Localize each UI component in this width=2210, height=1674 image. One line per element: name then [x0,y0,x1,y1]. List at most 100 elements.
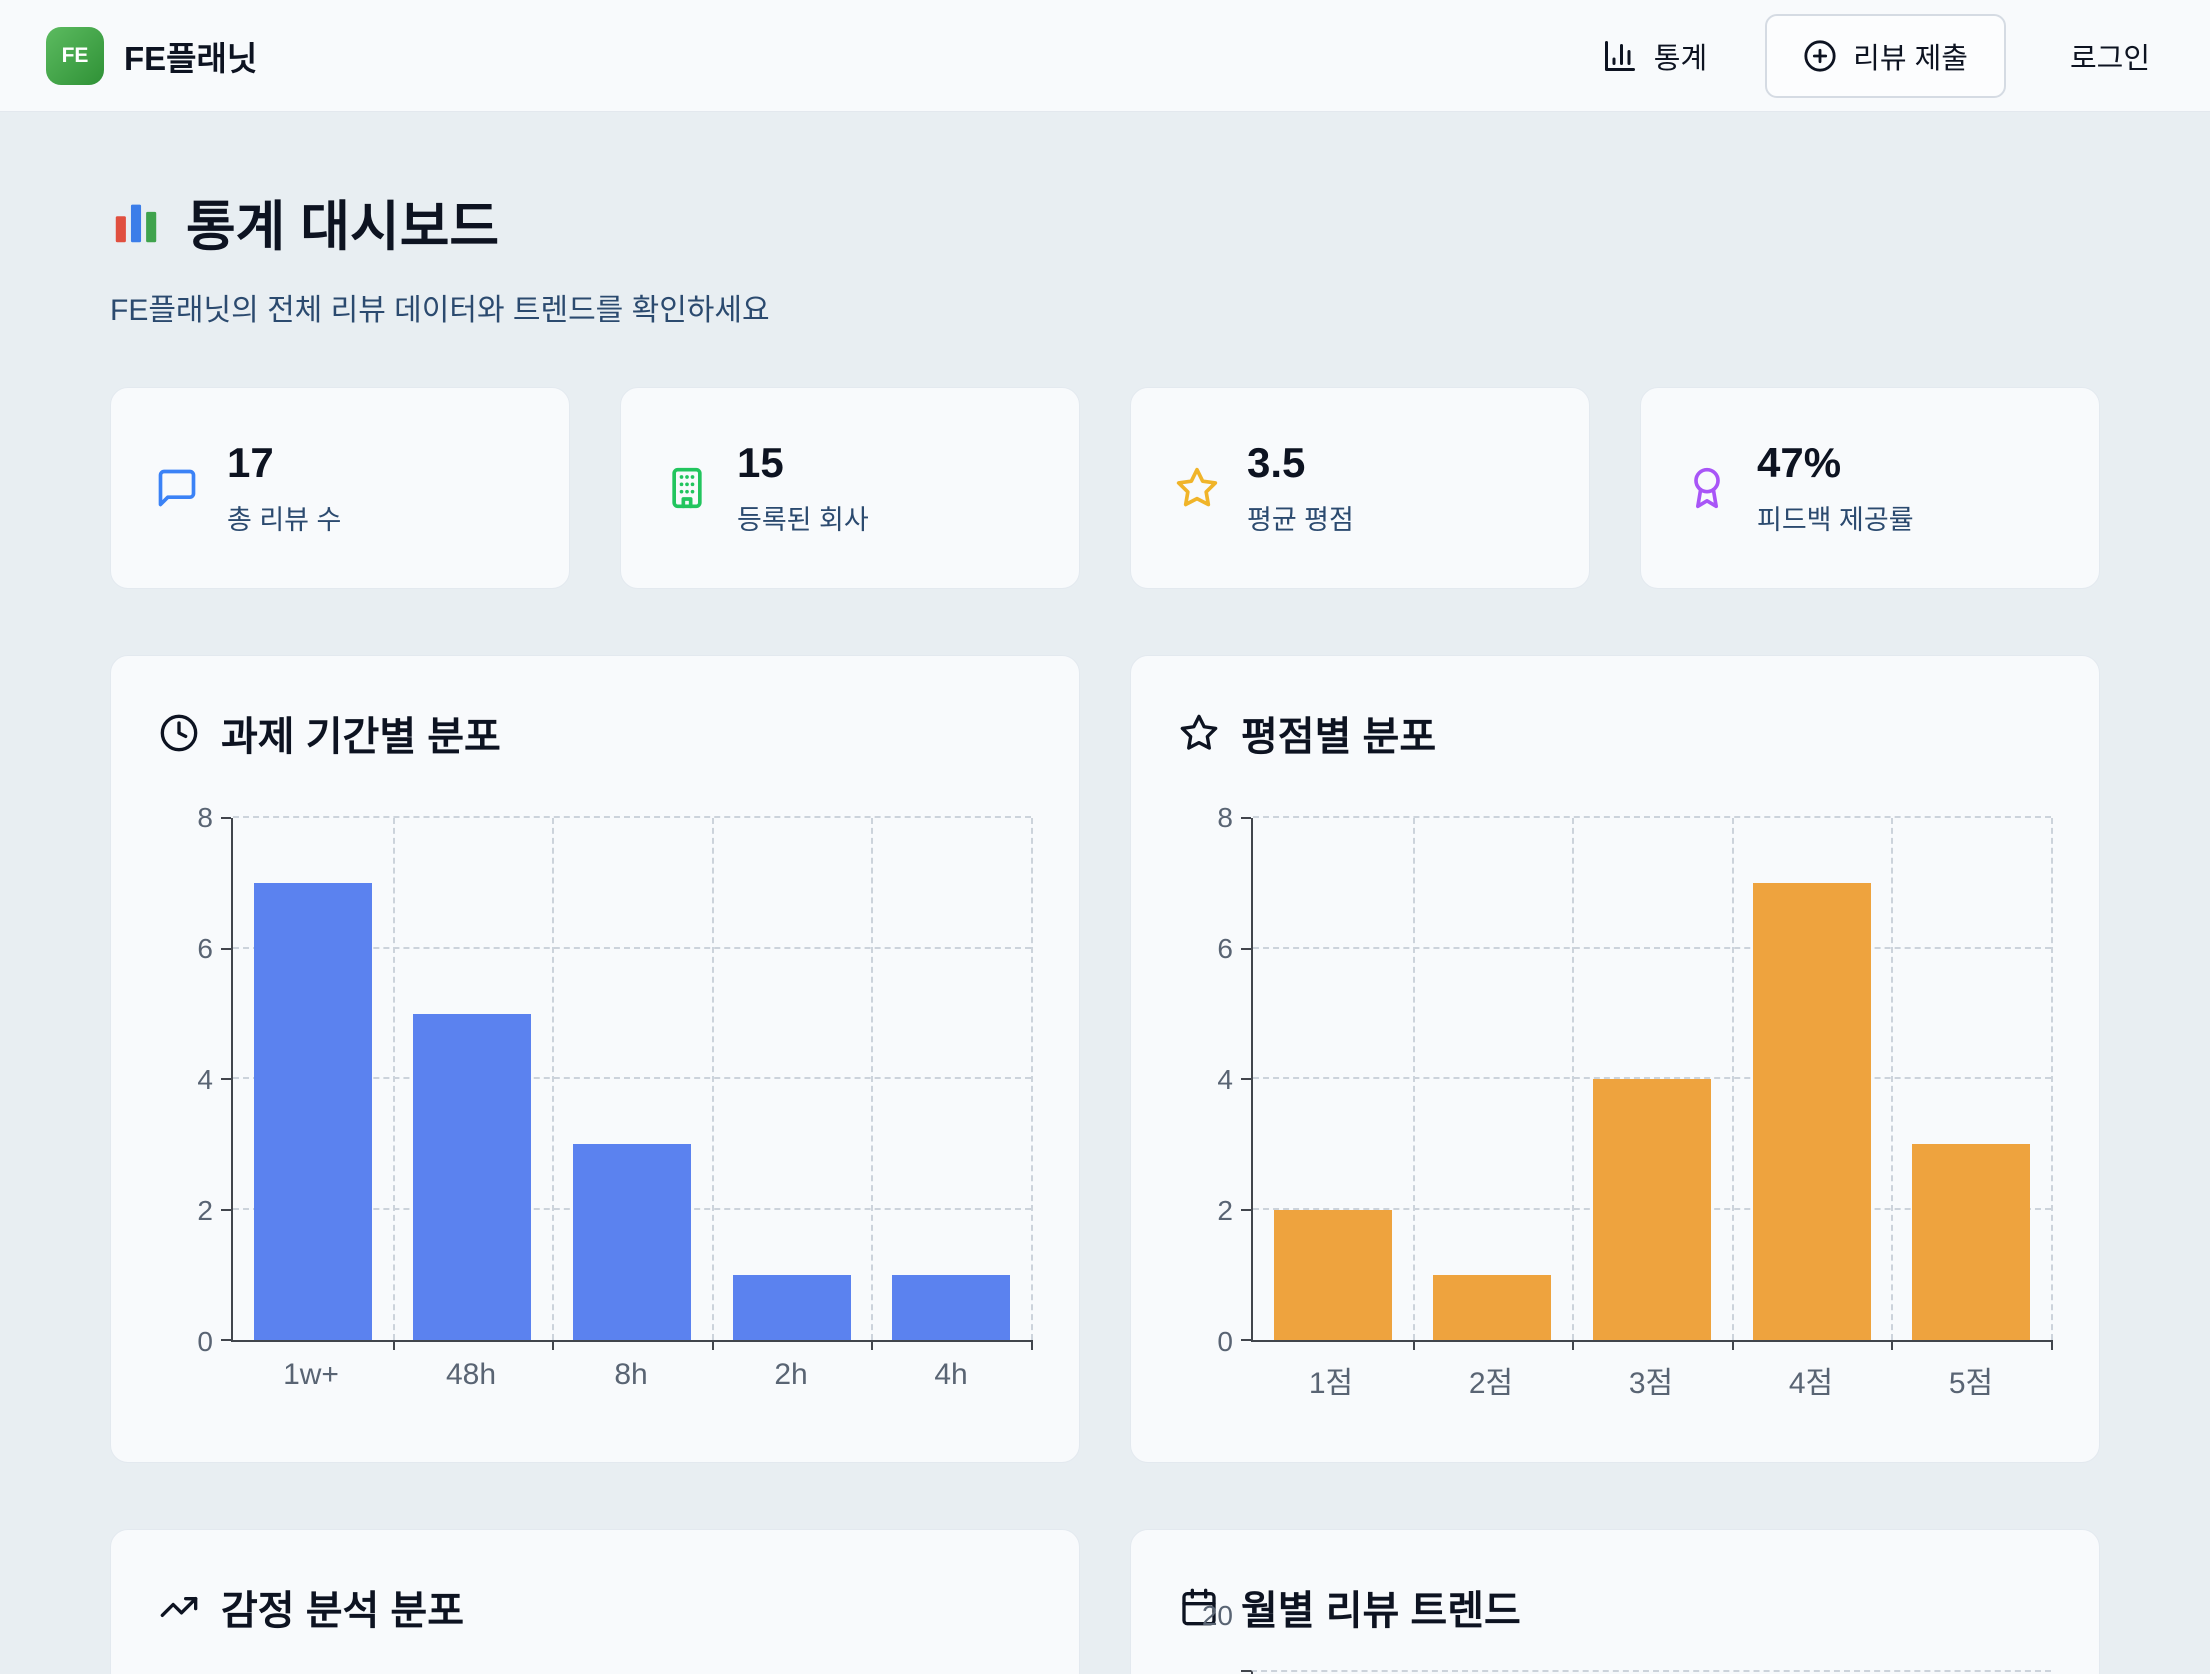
x-tick-mark [1731,1340,1734,1350]
gridline-horizontal [233,1077,1031,1079]
plot-area [221,816,1033,1350]
y-axis: 0 2 4 6 8 [159,802,231,1357]
gridline-vertical [552,818,555,1340]
star-icon [1175,466,1219,510]
stat-value: 3.5 [1247,439,1306,487]
stat-card-companies: 15 등록된 회사 [620,387,1080,589]
chart-title-text: 월별 리뷰 트렌드 [1241,1589,1521,1633]
chart-title-text: 과제 기간별 분포 [221,715,501,759]
nav-stats-link[interactable]: 통계 [1602,35,1707,77]
gridline-horizontal [1253,1077,2051,1079]
navbar-actions: 통계 리뷰 제출 로그인 [1602,13,2164,98]
x-axis: 1w+ 48h 8h 2h 4h [231,1342,1031,1392]
bar-2h [732,1274,851,1340]
gridline-vertical [2051,818,2053,1340]
x-tick-mark [1891,1340,1894,1350]
chart-card-rating: 평점별 분포 0 2 4 6 8 1점 2점 3점 4점 5점 [1130,655,2100,1463]
y-tick-mark [221,1208,231,1211]
nav-login-label: 로그인 [2069,42,2150,75]
y-tick-mark [1241,817,1251,819]
charts-row: 과제 기간별 분포 0 2 4 6 8 1w+ 48h 8h 2h 4h 평점별 분포 0 2 4 6… [110,655,2100,1463]
chart-card-duration: 과제 기간별 분포 0 2 4 6 8 1w+ 48h 8h 2h 4h [110,655,1080,1463]
y-tick-mark [221,1078,231,1080]
x-tick-mark [552,1340,555,1350]
y-tick-mark [221,947,231,950]
y-tick-mark [1241,1670,1251,1672]
chart-title: 과제 기간별 분포 [159,704,1031,762]
stat-label: 등록된 회사 [737,504,869,535]
brand-home-link[interactable]: FE FE플래닛 [46,26,258,85]
gridline-horizontal [233,946,1031,949]
trending-up-icon [159,1587,199,1627]
gridline-vertical [1731,818,1734,1340]
y-tick-label: 4 [197,1064,213,1095]
submit-review-button[interactable]: 리뷰 제출 [1765,13,2006,98]
page-title-text: 통계 대시보드 [186,197,500,257]
gridline-horizontal [1253,816,2051,818]
chart-card-monthly-trend: 월별 리뷰 트렌드 20 [1130,1529,2100,1674]
y-tick-label: 8 [1217,802,1233,833]
clock-icon [159,713,199,753]
main-content: 통계 대시보드 FE플래닛의 전체 리뷰 데이터와 트렌드를 확인하세요 17 … [0,112,2210,1674]
y-tick-label: 0 [1217,1326,1233,1357]
x-tick-mark [392,1340,395,1350]
y-tick-label: 6 [197,933,213,964]
bar-8h [572,1144,692,1340]
gridline-vertical [1572,818,1575,1340]
bar-chart-emoji-icon [110,196,162,248]
x-tick-mark [1031,1340,1033,1350]
gridline-horizontal [233,816,1031,818]
bar-chart-icon [1602,38,1638,74]
bar-4점 [1752,883,1871,1340]
chart-title: 감정 분석 분포 [159,1578,1031,1636]
y-tick-label: 2 [197,1195,213,1226]
x-axis-label: 8h [614,1358,648,1391]
y-tick-label: 20 [1201,1600,1233,1631]
plot-area [1241,816,2053,1350]
chart-title: 평점별 분포 [1179,704,2051,762]
x-axis-label: 1점 [1308,1367,1354,1400]
chart-title-text: 감정 분석 분포 [221,1589,465,1633]
nav-login-link[interactable]: 로그인 [2070,35,2150,77]
calendar-icon [1179,1587,1219,1627]
stat-value: 15 [737,439,784,487]
y-tick-mark [1241,1078,1251,1080]
page-title: 통계 대시보드 [110,182,2100,261]
y-tick-label: 6 [1217,933,1233,964]
y-tick-label: 2 [1217,1195,1233,1226]
x-tick-mark [871,1340,874,1350]
x-axis-label: 4점 [1788,1367,1834,1400]
award-icon [1685,466,1729,510]
stat-card-average-rating: 3.5 평균 평점 [1130,387,1590,589]
y-tick-mark [221,817,231,819]
bar-1점 [1273,1209,1392,1340]
x-axis-label: 4h [934,1358,968,1391]
chart-title: 월별 리뷰 트렌드 [1179,1578,2051,1636]
stat-card-total-reviews: 17 총 리뷰 수 [110,387,570,589]
stat-label: 총 리뷰 수 [227,504,342,535]
x-axis-label: 2점 [1468,1367,1514,1400]
nav-stats-label: 통계 [1653,42,1708,75]
stat-value: 17 [227,439,274,487]
submit-review-label: 리뷰 제출 [1853,42,1968,75]
chart-title-text: 평점별 분포 [1241,715,1437,759]
chart-card-sentiment: 감정 분석 분포 [110,1529,1080,1674]
top-navbar: FE FE플래닛 통계 리뷰 제출 로그인 [0,0,2210,112]
x-axis-label: 3점 [1628,1367,1674,1400]
x-tick-mark [2051,1340,2053,1350]
stat-label: 평균 평점 [1247,504,1354,535]
y-tick-label: 4 [1217,1064,1233,1095]
x-tick-mark [1412,1340,1415,1350]
gridline-vertical [1031,818,1033,1340]
x-axis: 1점 2점 3점 4점 5점 [1251,1342,2051,1402]
bar-4h [892,1274,1011,1340]
x-tick-mark [1572,1340,1575,1350]
bar-5점 [1912,1144,2031,1340]
y-tick-mark [1241,1339,1251,1341]
stats-row: 17 총 리뷰 수 15 등록된 회사 3.5 평균 평점 [110,387,2100,589]
brand-name: FE플래닛 [124,39,258,77]
y-tick-mark [221,1339,231,1341]
bar-2점 [1433,1274,1552,1340]
bar-48h [413,1013,532,1340]
gridline-vertical [711,818,714,1340]
